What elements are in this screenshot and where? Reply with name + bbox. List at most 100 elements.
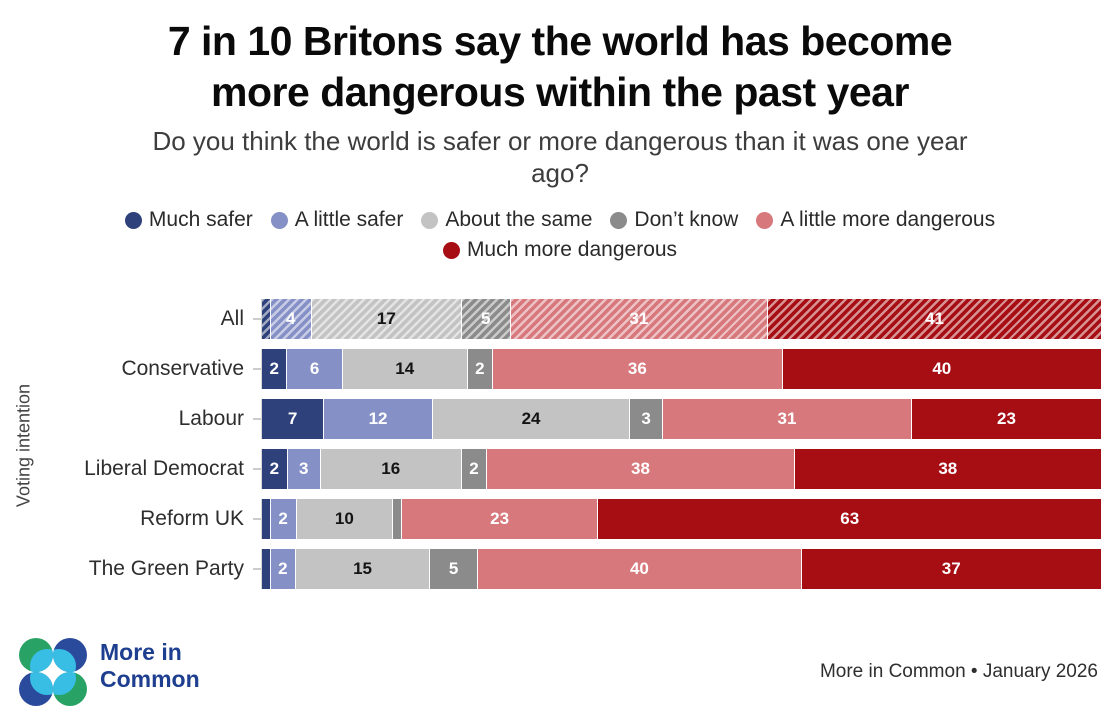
legend-dot-icon bbox=[756, 211, 774, 229]
bar-segment bbox=[393, 499, 402, 540]
bar-value-label: 40 bbox=[932, 359, 952, 379]
bar-value-label: 16 bbox=[381, 459, 401, 479]
legend: Much safer A little safer About the same Do… bbox=[60, 208, 1060, 262]
axis-tick bbox=[253, 568, 261, 571]
stacked-bar: 4 17 5 31 41 bbox=[261, 299, 1102, 340]
bar-segment: 41 bbox=[768, 299, 1102, 340]
wordmark-line-1: More in bbox=[100, 638, 182, 665]
source-attribution: More in Common • January 2026 bbox=[819, 661, 1098, 682]
stacked-bar: 2 6 14 2 36 40 bbox=[261, 349, 1102, 390]
bar-segment: 2 bbox=[262, 449, 288, 490]
bar-segment bbox=[262, 299, 271, 340]
axis-tick bbox=[253, 518, 261, 521]
bar-segment: 40 bbox=[782, 349, 1102, 390]
row-label: Liberal Democrat bbox=[84, 457, 244, 481]
bar-segment: 40 bbox=[478, 549, 802, 590]
chart-row: Reform UK 2 10 23 63 bbox=[0, 494, 1101, 544]
bar-segment: 2 bbox=[461, 449, 488, 490]
bar-value-label: 2 bbox=[269, 359, 279, 379]
bar-segment: 16 bbox=[320, 449, 462, 490]
legend-label: About the same bbox=[445, 208, 593, 232]
chart-rows: All 4 17 5 31 41 Conservative 2 6 14 2 36 40 Labour 7 1… bbox=[0, 294, 1102, 594]
y-axis-label: Voting intention bbox=[13, 384, 34, 508]
more-in-common-logo-icon bbox=[19, 638, 87, 706]
axis-tick bbox=[253, 468, 261, 471]
bar-segment: 12 bbox=[324, 399, 433, 440]
axis-tick bbox=[253, 368, 261, 371]
stacked-bar: 2 10 23 63 bbox=[261, 499, 1101, 540]
bar-segment: 2 bbox=[467, 349, 494, 390]
chart-title: 7 in 10 Britons say the world has become… bbox=[0, 0, 1120, 118]
chart-title-line-2: more dangerous within the past year bbox=[211, 68, 909, 115]
axis-tick bbox=[253, 318, 261, 321]
bar-segment: 31 bbox=[510, 299, 769, 340]
bar-segment: 17 bbox=[311, 299, 462, 340]
row-label: Reform UK bbox=[140, 507, 244, 531]
bar-segment: 14 bbox=[342, 349, 468, 390]
legend-label: Much more dangerous bbox=[466, 238, 678, 262]
bar-value-label: 2 bbox=[469, 459, 479, 479]
bar-segment: 38 bbox=[794, 449, 1101, 490]
bar-segment: 10 bbox=[296, 499, 394, 540]
bar-segment: 3 bbox=[630, 399, 663, 440]
chart-row: Liberal Democrat 2 3 16 2 38 38 bbox=[0, 444, 1101, 494]
bar-value-label: 37 bbox=[941, 559, 961, 579]
chart-row: Labour 7 12 24 3 31 23 bbox=[0, 394, 1101, 444]
bar-segment: 63 bbox=[598, 499, 1101, 540]
stacked-bar-chart: Voting intention All 4 17 5 31 41 Conservative… bbox=[0, 294, 1120, 594]
bar-segment: 5 bbox=[461, 299, 511, 340]
bar-segment: 36 bbox=[493, 349, 783, 390]
bar-segment: 7 bbox=[262, 399, 325, 440]
bar-value-label: 2 bbox=[269, 459, 280, 479]
bar-value-label: 5 bbox=[448, 559, 459, 579]
legend-dot-icon bbox=[442, 241, 460, 259]
row-label: Labour bbox=[178, 407, 244, 431]
bar-segment bbox=[262, 499, 271, 540]
row-label: All bbox=[220, 307, 244, 331]
stacked-bar: 7 12 24 3 31 23 bbox=[261, 399, 1101, 440]
bar-value-label: 4 bbox=[285, 309, 296, 329]
bar-segment: 23 bbox=[401, 499, 599, 540]
chart-title-line-1: 7 in 10 Britons say the world has become bbox=[167, 18, 953, 64]
bar-value-label: 38 bbox=[938, 459, 958, 479]
chart-row: The Green Party 2 15 5 40 37 bbox=[0, 544, 1101, 594]
bar-value-label: 17 bbox=[376, 309, 396, 329]
bar-segment: 24 bbox=[432, 399, 631, 440]
bar-segment: 5 bbox=[429, 549, 479, 590]
legend-item: Much more dangerous bbox=[442, 238, 678, 262]
row-label: The Green Party bbox=[88, 557, 244, 581]
chart-subtitle-line-1: Do you think the world is safer or more … bbox=[152, 125, 968, 156]
legend-item: A little safer bbox=[270, 208, 404, 232]
legend-label: A little more dangerous bbox=[780, 208, 996, 232]
bar-value-label: 38 bbox=[630, 459, 650, 479]
bar-segment: 6 bbox=[287, 349, 343, 390]
bar-segment: 31 bbox=[662, 399, 913, 440]
row-label: Conservative bbox=[121, 357, 244, 381]
stacked-bar: 2 15 5 40 37 bbox=[261, 549, 1101, 590]
legend-label: Don’t know bbox=[634, 208, 739, 232]
bar-value-label: 3 bbox=[641, 409, 651, 429]
wordmark-line-2: Common bbox=[100, 665, 200, 692]
chart-row: Conservative 2 6 14 2 36 40 bbox=[0, 344, 1102, 394]
bar-value-label: 36 bbox=[627, 359, 647, 379]
legend-dot-icon bbox=[124, 211, 142, 229]
bar-segment: 38 bbox=[487, 449, 795, 490]
bar-value-label: 15 bbox=[353, 559, 373, 579]
bar-segment: 15 bbox=[296, 549, 430, 590]
bar-value-label: 6 bbox=[309, 359, 320, 379]
bar-value-label: 12 bbox=[368, 409, 388, 429]
bar-segment bbox=[262, 549, 271, 590]
chart-row: All 4 17 5 31 41 bbox=[0, 294, 1102, 344]
legend-dot-icon bbox=[421, 211, 439, 229]
bar-value-label: 10 bbox=[334, 509, 354, 529]
bar-value-label: 23 bbox=[997, 409, 1016, 429]
bar-value-label: 31 bbox=[629, 309, 649, 329]
bar-segment: 2 bbox=[270, 549, 297, 590]
chart-subtitle-line-2: ago? bbox=[531, 158, 589, 189]
legend-label: A little safer bbox=[294, 208, 404, 232]
bar-value-label: 40 bbox=[629, 559, 649, 579]
bar-value-label: 3 bbox=[298, 459, 309, 479]
bar-value-label: 2 bbox=[475, 359, 485, 379]
bar-value-label: 5 bbox=[481, 309, 491, 329]
